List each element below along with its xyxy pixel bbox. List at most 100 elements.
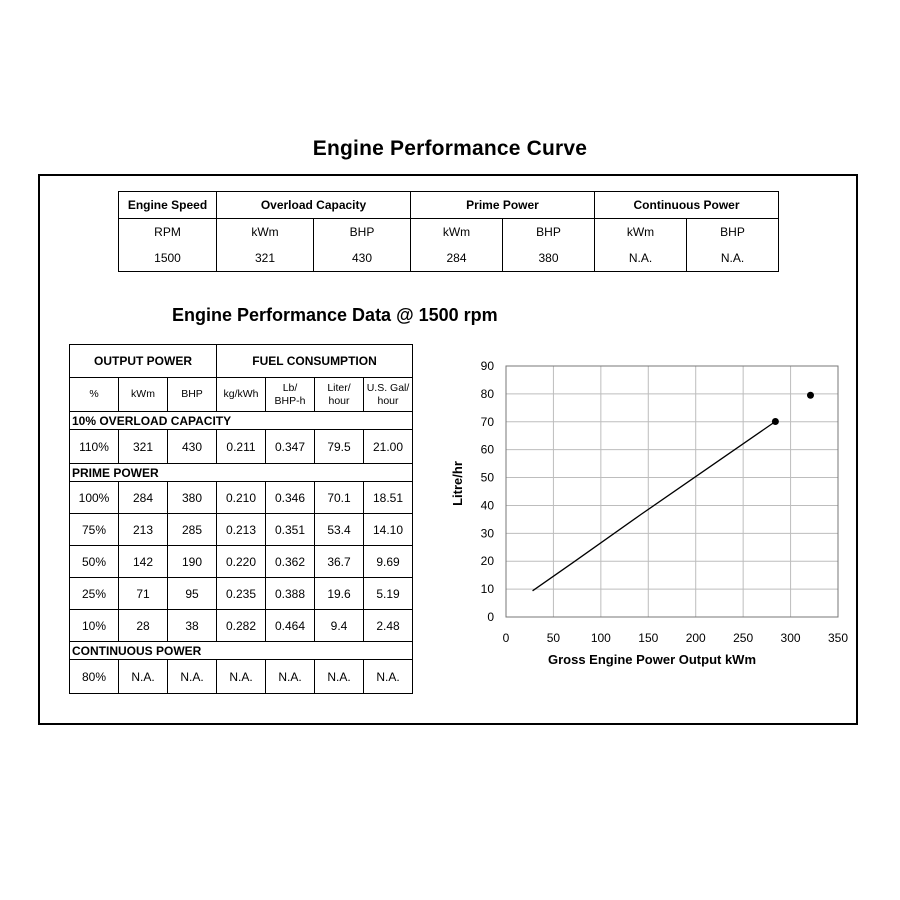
perf-cell: N.A.: [216, 659, 266, 694]
perf-cell: 21.00: [362, 429, 414, 464]
perf-cell: N.A.: [362, 659, 414, 694]
perf-cell: 19.6: [314, 577, 364, 610]
perf-cell: 0.347: [265, 429, 315, 464]
perf-cell: 9.4: [314, 609, 364, 642]
perf-cell: 38: [167, 609, 217, 642]
perf-cell: 430: [167, 429, 217, 464]
table-row: 110% 321 430 0.211 0.347 79.5 21.00: [69, 429, 414, 464]
spec-unit: RPM: [118, 218, 217, 245]
perf-cell: 9.69: [362, 545, 414, 578]
perf-cell: 0.362: [265, 545, 315, 578]
performance-table: OUTPUT POWER FUEL CONSUMPTION % kWm BHP …: [68, 344, 414, 694]
perf-cell: 100%: [69, 481, 119, 514]
spec-header-continuous: Continuous Power: [594, 191, 780, 219]
x-tick-label: 200: [686, 631, 706, 645]
perf-cell: 0.211: [216, 429, 266, 464]
y-tick-label: 60: [481, 443, 495, 457]
spec-unit: kWm: [594, 218, 688, 245]
y-tick-label: 10: [481, 582, 495, 596]
spec-unit: BHP: [313, 218, 411, 245]
perf-cell: 36.7: [314, 545, 364, 578]
perf-cell: 75%: [69, 513, 119, 546]
perf-column-header-row: % kWm BHP kg/kWh Lb/BHP-h Liter/hour U.S…: [69, 377, 414, 412]
perf-cell: 95: [167, 577, 217, 610]
spec-value: 284: [410, 245, 503, 272]
perf-col-header: %: [69, 377, 119, 412]
perf-section-title: PRIME POWER: [68, 463, 414, 482]
spec-value: 321: [216, 245, 314, 272]
perf-section-row: 10% OVERLOAD CAPACITY: [68, 411, 414, 430]
perf-col-header: Lb/BHP-h: [265, 377, 315, 412]
perf-cell: 285: [167, 513, 217, 546]
x-tick-label: 50: [547, 631, 561, 645]
spec-value: N.A.: [686, 245, 780, 272]
data-point: [771, 417, 779, 425]
perf-cell: 2.48: [362, 609, 414, 642]
perf-cell: 71: [118, 577, 168, 610]
y-tick-label: 80: [481, 387, 495, 401]
y-axis-label: Litre/hr: [450, 461, 465, 506]
perf-cell: 14.10: [362, 513, 414, 546]
y-tick-label: 0: [487, 610, 494, 624]
y-tick-label: 40: [481, 498, 495, 512]
spec-header-engine-speed: Engine Speed: [118, 191, 217, 219]
y-tick-label: 30: [481, 526, 495, 540]
spec-unit: BHP: [501, 218, 596, 245]
perf-cell: 321: [118, 429, 168, 464]
spec-unit: kWm: [216, 218, 314, 245]
perf-section-title: CONTINUOUS POWER: [68, 641, 414, 660]
x-tick-label: 0: [503, 631, 510, 645]
perf-cell: 190: [167, 545, 217, 578]
perf-section-title: 10% OVERLOAD CAPACITY: [68, 411, 414, 430]
x-tick-label: 300: [781, 631, 801, 645]
content-frame: [38, 174, 858, 725]
perf-cell: 0.351: [265, 513, 315, 546]
y-tick-label: 90: [481, 359, 495, 373]
perf-cell: 380: [167, 481, 217, 514]
y-tick-label: 70: [481, 415, 495, 429]
perf-cell: 0.213: [216, 513, 266, 546]
table-row: 10% 28 38 0.282 0.464 9.4 2.48: [69, 609, 414, 642]
perf-group-header-row: OUTPUT POWER FUEL CONSUMPTION: [69, 344, 414, 378]
perf-cell: 18.51: [362, 481, 414, 514]
perf-cell: 10%: [69, 609, 119, 642]
perf-cell: N.A.: [265, 659, 315, 694]
fuel-consumption-chart: 0 50 100 150 200 250 300 350 0 10 20 30 40 50 60 70 80 90…: [450, 359, 848, 667]
x-tick-label: 250: [733, 631, 753, 645]
perf-section-row: CONTINUOUS POWER: [68, 641, 414, 660]
perf-col-header: kWm: [118, 377, 168, 412]
table-row: 100% 284 380 0.210 0.346 70.1 18.51: [69, 481, 414, 514]
spec-value: 380: [501, 245, 596, 272]
x-axis-label: Gross Engine Power Output kWm: [548, 652, 756, 667]
spec-value-row: 1500 321 430 284 380 N.A. N.A.: [118, 245, 780, 272]
perf-cell: 0.464: [265, 609, 315, 642]
perf-cell: 0.388: [265, 577, 315, 610]
plot-area: [505, 365, 839, 618]
table-row: 75% 213 285 0.213 0.351 53.4 14.10: [69, 513, 414, 546]
perf-cell: 284: [118, 481, 168, 514]
perf-header-output-power: OUTPUT POWER: [69, 344, 217, 378]
perf-col-header: U.S. Gal/hour: [362, 377, 414, 412]
perf-cell: 0.210: [216, 481, 266, 514]
perf-cell: 53.4: [314, 513, 364, 546]
perf-cell: 0.220: [216, 545, 266, 578]
perf-header-fuel-consumption: FUEL CONSUMPTION: [215, 344, 414, 378]
y-tick-label: 50: [481, 471, 495, 485]
spec-unit-row: RPM kWm BHP kWm BHP kWm BHP: [118, 218, 780, 245]
perf-cell: 5.19: [362, 577, 414, 610]
perf-cell: 25%: [69, 577, 119, 610]
perf-cell: 0.346: [265, 481, 315, 514]
x-tick-label: 350: [828, 631, 848, 645]
table-row: 25% 71 95 0.235 0.388 19.6 5.19: [69, 577, 414, 610]
perf-cell: N.A.: [167, 659, 217, 694]
performance-data-title: Engine Performance Data @ 1500 rpm: [172, 305, 498, 325]
perf-cell: 0.235: [216, 577, 266, 610]
x-tick-label: 100: [591, 631, 611, 645]
y-tick-label: 20: [481, 554, 495, 568]
perf-cell: 110%: [69, 429, 119, 464]
perf-cell: 142: [118, 545, 168, 578]
perf-cell: 50%: [69, 545, 119, 578]
perf-col-header: Liter/hour: [314, 377, 364, 412]
spec-header-prime: Prime Power: [409, 191, 596, 219]
spec-table: Engine Speed Overload Capacity Prime Pow…: [118, 191, 780, 272]
